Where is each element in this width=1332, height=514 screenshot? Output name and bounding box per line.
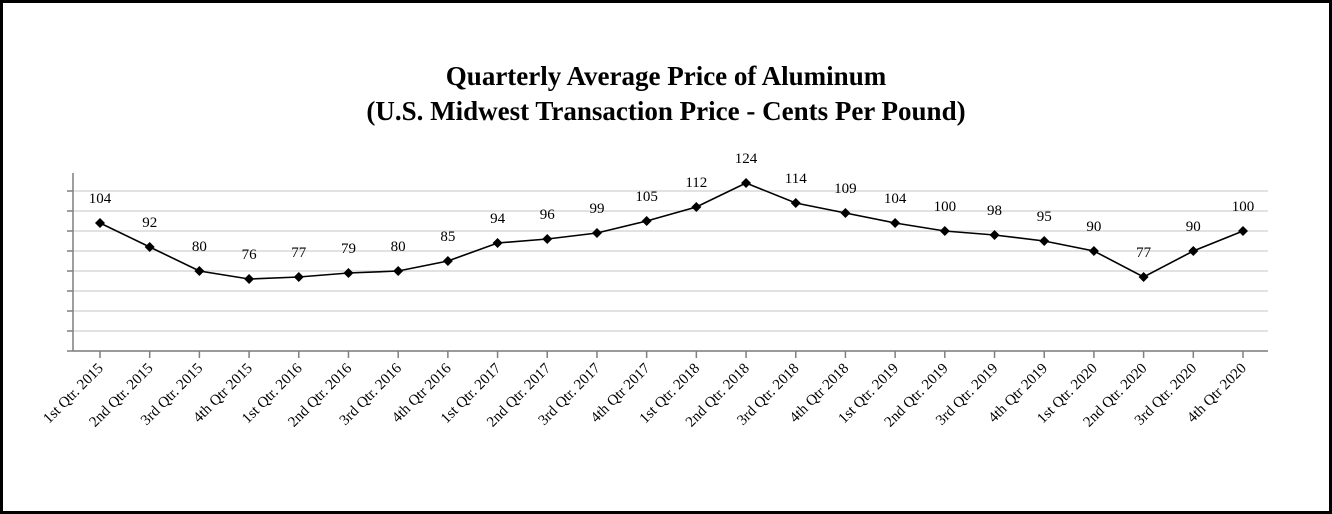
data-labels: 104 92 80 76 77 79 80 85 94 96 99 105 112 124 114 109 10… <box>89 151 1255 263</box>
data-label-4: 76 <box>242 247 258 263</box>
data-point-19 <box>989 230 1000 240</box>
data-label-10: 96 <box>540 207 556 223</box>
series <box>95 178 1248 284</box>
data-point-11 <box>591 228 602 238</box>
gridlines <box>73 190 1268 352</box>
data-label-3: 80 <box>192 239 207 255</box>
data-label-6: 79 <box>341 241 356 257</box>
data-point-2 <box>144 242 155 252</box>
chart-subtitle: (U.S. Midwest Transaction Price - Cents … <box>366 96 965 126</box>
data-label-19: 98 <box>987 203 1002 219</box>
data-label-24: 100 <box>1232 199 1255 215</box>
data-point-7 <box>393 266 404 276</box>
data-label-20: 95 <box>1037 209 1052 225</box>
data-point-8 <box>442 256 453 266</box>
data-label-5: 77 <box>291 245 307 261</box>
data-point-17 <box>890 218 901 228</box>
data-point-23 <box>1188 246 1199 256</box>
series-line-1 <box>99 182 1244 280</box>
data-label-12: 105 <box>635 189 658 205</box>
data-point-15 <box>790 198 801 208</box>
data-label-22: 77 <box>1136 245 1152 261</box>
data-label-7: 80 <box>391 239 406 255</box>
data-point-22 <box>1138 272 1149 282</box>
data-point-12 <box>641 216 652 226</box>
data-point-21 <box>1088 246 1099 256</box>
data-label-21: 90 <box>1086 219 1101 235</box>
data-label-13: 112 <box>685 175 707 191</box>
data-point-20 <box>1039 236 1050 246</box>
chart-title: Quarterly Average Price of Aluminum <box>446 61 887 91</box>
data-point-10 <box>542 234 553 244</box>
data-point-1 <box>95 218 105 228</box>
data-label-14: 124 <box>735 151 758 167</box>
data-point-16 <box>840 208 851 218</box>
data-point-6 <box>343 268 354 278</box>
data-label-23: 90 <box>1186 219 1201 235</box>
line-chart: Quarterly Average Price of Aluminum (U.S… <box>40 61 1268 430</box>
data-label-9: 94 <box>490 211 506 227</box>
data-point-4 <box>244 274 255 284</box>
data-point-24 <box>1238 226 1248 236</box>
data-point-3 <box>194 266 205 276</box>
data-point-18 <box>939 226 950 236</box>
data-point-14 <box>741 178 752 188</box>
data-point-5 <box>293 272 304 282</box>
axes <box>67 173 1268 358</box>
data-point-9 <box>492 238 503 248</box>
data-label-1: 104 <box>89 191 112 207</box>
data-label-17: 104 <box>884 191 907 207</box>
data-label-2: 92 <box>142 215 157 231</box>
data-point-13 <box>691 202 702 212</box>
data-label-16: 109 <box>834 181 857 197</box>
data-label-15: 114 <box>785 171 807 187</box>
data-label-18: 100 <box>934 199 957 215</box>
data-label-11: 99 <box>589 201 604 217</box>
data-label-8: 85 <box>440 229 455 245</box>
